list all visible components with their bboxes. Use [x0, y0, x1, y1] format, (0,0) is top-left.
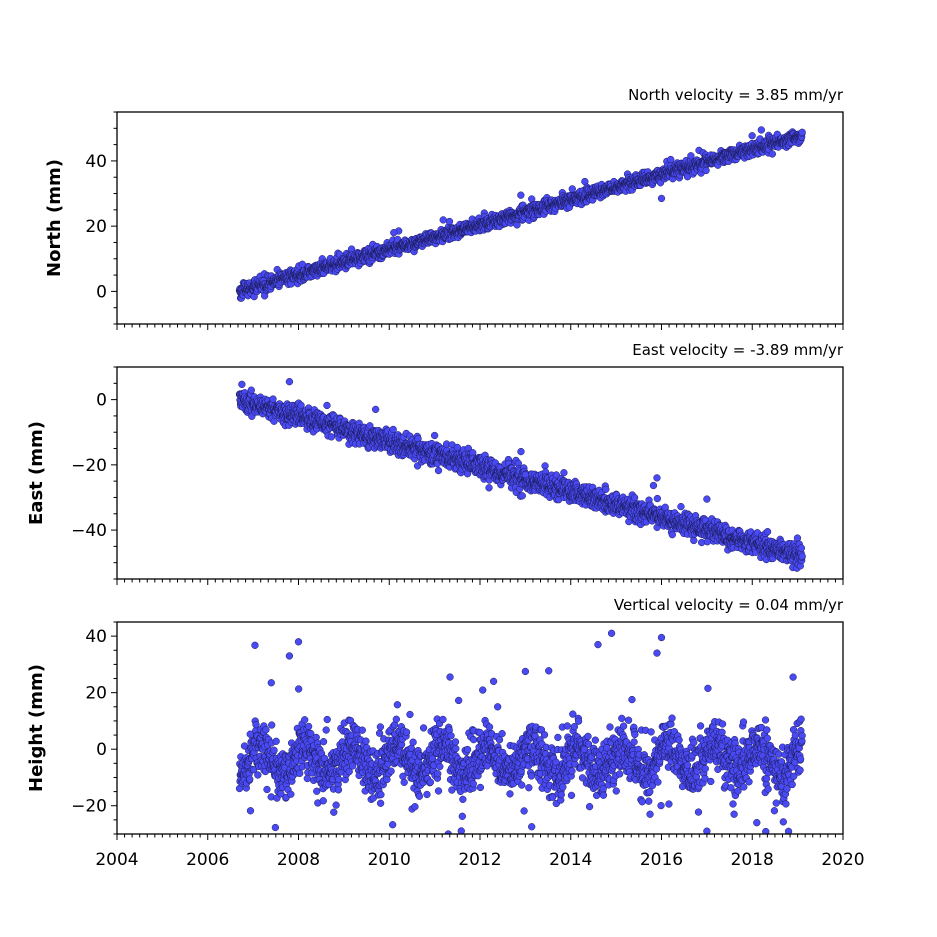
height-data-point: [262, 726, 270, 734]
height-data-point: [303, 774, 311, 783]
height-data-point: [296, 769, 304, 777]
north-ticks: 0 20 40: [85, 111, 844, 330]
east-scatter-series: [235, 378, 806, 572]
east-data-point: [485, 484, 493, 492]
east-data-point: [649, 481, 658, 490]
north-y-tick-label: 0: [96, 282, 107, 302]
east-data-point: [285, 378, 294, 386]
north-panel: 0 20 40 North velocity = 3.85 mm/yr North …: [44, 86, 844, 330]
height-data-point: [263, 785, 271, 794]
east-y-axis-label: East (mm): [26, 421, 47, 525]
north-data-point: [748, 132, 756, 140]
east-y-tick-label: −20: [71, 456, 107, 476]
height-panel: 2004 2006 2008 2010 2012 2014 2016 2018 2020−200…: [26, 596, 865, 870]
east-data-point: [793, 534, 802, 542]
east-data-point: [797, 544, 806, 552]
east-data-point: [690, 536, 698, 545]
height-scatter-series: [235, 629, 806, 847]
height-data-point: [330, 808, 338, 816]
height-data-point: [304, 722, 313, 731]
north-data-point: [439, 216, 447, 224]
east-data-point: [653, 474, 661, 482]
height-data-point: [317, 840, 324, 847]
east-data-point: [763, 528, 772, 536]
height-data-point: [301, 716, 309, 724]
east-y-tick-label: 0: [96, 391, 107, 411]
height-data-point: [323, 715, 331, 724]
east-data-point: [703, 495, 711, 503]
north-data-point: [702, 166, 710, 175]
height-data-point: [270, 746, 278, 754]
height-data-point: [319, 738, 328, 746]
east-y-tick-label: −40: [71, 521, 107, 541]
height-data-point: [268, 721, 276, 729]
height-data-point: [251, 641, 259, 649]
east-data-point: [798, 552, 806, 560]
east-data-point: [541, 462, 549, 470]
height-data-point: [271, 823, 280, 832]
height-data-point: [272, 737, 280, 745]
north-velocity-title: North velocity = 3.85 mm/yr: [628, 86, 844, 104]
north-y-tick-label: 40: [85, 152, 107, 172]
east-data-point: [560, 469, 568, 477]
east-data-point: [366, 422, 374, 430]
height-data-point: [246, 775, 254, 783]
height-data-point: [322, 726, 330, 734]
north-data-point: [768, 150, 776, 158]
north-scatter-series: [235, 126, 806, 302]
height-data-point: [332, 801, 340, 809]
east-data-point: [661, 503, 669, 511]
north-data-point: [390, 229, 398, 237]
east-data-point: [521, 470, 530, 479]
east-data-point: [518, 492, 526, 500]
north-data-point: [657, 194, 666, 203]
east-data-point: [238, 380, 246, 388]
east-data-point: [297, 401, 305, 409]
north-data-point: [687, 152, 695, 160]
east-data-point: [389, 425, 397, 434]
height-data-point: [334, 786, 343, 794]
height-data-point: [335, 775, 343, 784]
height-data-point: [313, 787, 321, 795]
north-data-point: [798, 128, 806, 136]
north-data-point: [568, 185, 576, 193]
east-data-point: [653, 494, 662, 503]
east-data-point: [630, 493, 639, 502]
east-panel: 0 −20 −40 East velocity = -3.89 mm/yr East…: [26, 341, 844, 585]
east-data-point: [327, 433, 336, 441]
north-y-tick-label: 20: [85, 217, 107, 237]
height-data-point: [246, 807, 255, 815]
east-data-point: [434, 466, 443, 475]
east-data-point: [602, 485, 610, 493]
north-data-point: [445, 217, 454, 226]
north-data-point: [517, 191, 525, 199]
east-data-point: [430, 431, 439, 440]
east-data-point: [517, 447, 525, 456]
north-data-point: [667, 155, 675, 164]
east-data-point: [269, 395, 277, 403]
east-data-point: [371, 405, 380, 414]
north-y-axis-label: North (mm): [44, 159, 65, 277]
east-data-point: [677, 502, 685, 511]
height-data-point: [287, 790, 295, 798]
east-velocity-title: East velocity = -3.89 mm/yr: [632, 341, 844, 359]
east-data-point: [668, 531, 676, 539]
east-data-point: [323, 401, 331, 410]
height-data-point: [295, 685, 303, 693]
east-data-point: [247, 386, 255, 394]
height-data-point: [319, 797, 327, 805]
height-data-point: [254, 771, 262, 779]
north-data-point: [757, 126, 765, 134]
